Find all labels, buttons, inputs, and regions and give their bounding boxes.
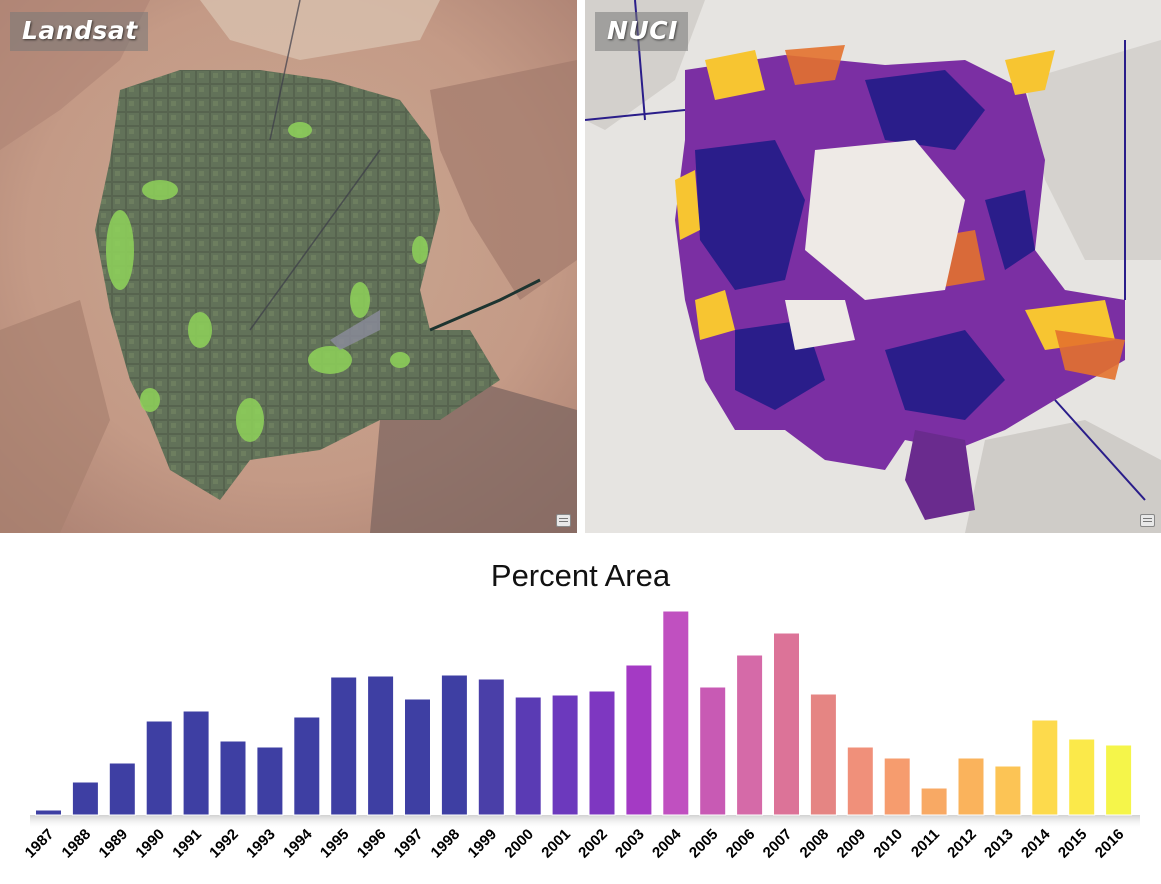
layers-icon — [1140, 514, 1155, 527]
x-tick-label: 2015 — [1055, 826, 1091, 862]
bar-2014 — [1031, 719, 1059, 816]
x-tick-label: 2002 — [575, 826, 611, 862]
bar-1988 — [71, 781, 99, 816]
bar-2004 — [662, 610, 690, 816]
x-tick-label: 2011 — [908, 826, 943, 861]
bar-2001 — [551, 694, 579, 816]
landsat-label: Landsat — [10, 12, 148, 51]
bar-1999 — [477, 678, 505, 816]
bar-2008 — [809, 693, 837, 816]
x-tick-label: 1991 — [169, 826, 205, 862]
x-tick-label: 1989 — [96, 826, 132, 862]
bar-1995 — [330, 676, 358, 816]
chart-title: Percent Area — [490, 558, 671, 593]
x-tick-label: 2004 — [649, 825, 685, 861]
x-tick-label: 2016 — [1092, 826, 1128, 862]
bar-1996 — [367, 675, 395, 816]
nuci-map-image — [585, 0, 1161, 533]
bar-2006 — [736, 654, 764, 816]
x-tick-label: 1992 — [206, 826, 242, 862]
bar-1994 — [293, 716, 321, 816]
chart-floor-shadow — [30, 815, 1140, 829]
bar-1991 — [182, 710, 210, 816]
bar-1987 — [35, 809, 62, 816]
x-tick-label: 2009 — [834, 826, 870, 862]
x-tick-label: 2003 — [612, 826, 648, 862]
bar-2002 — [588, 690, 616, 816]
x-tick-label: 1990 — [132, 826, 168, 862]
bar-1990 — [145, 720, 173, 816]
x-tick-label: 1988 — [59, 826, 95, 862]
bar-2015 — [1068, 738, 1096, 816]
x-tick-label: 2013 — [981, 826, 1017, 862]
bar-2011 — [920, 787, 948, 816]
bar-2003 — [625, 664, 653, 816]
landsat-satellite-image — [0, 0, 577, 533]
bar-2010 — [883, 757, 911, 816]
bar-1989 — [108, 762, 136, 816]
x-tick-label: 1999 — [465, 826, 501, 862]
x-tick-label: 2008 — [797, 826, 833, 862]
x-tick-label: 1996 — [354, 826, 390, 862]
layers-icon — [556, 514, 571, 527]
x-tick-label: 1987 — [22, 826, 58, 862]
x-tick-label: 2007 — [760, 826, 796, 862]
nuci-image-panel: NUCI — [585, 0, 1161, 533]
bar-2016 — [1105, 744, 1133, 816]
landsat-image-panel: Landsat — [0, 0, 577, 533]
x-tick-label: 1995 — [317, 826, 353, 862]
bar-1998 — [440, 674, 468, 816]
x-tick-label: 2005 — [686, 826, 722, 862]
x-tick-label: 1993 — [243, 826, 279, 862]
percent-area-bar-chart: 1987 1988 1989 1990 1991 1992 1993 1994 1995 1996… — [22, 610, 1140, 862]
bar-1992 — [219, 740, 247, 816]
x-tick-label: 2014 — [1018, 825, 1054, 861]
bar-2009 — [846, 746, 874, 816]
bar-2000 — [514, 696, 542, 816]
x-tick-label: 1998 — [428, 826, 464, 862]
bar-1997 — [404, 698, 431, 816]
x-tick-label: 2001 — [538, 826, 574, 862]
bar-2007 — [773, 632, 800, 816]
bar-2005 — [699, 686, 727, 816]
x-tick-label: 1994 — [280, 825, 316, 861]
x-tick-label: 2010 — [870, 826, 906, 862]
x-tick-label: 2012 — [944, 826, 980, 862]
x-tick-label: 2000 — [501, 826, 537, 862]
bar-2012 — [957, 757, 985, 816]
bar-2013 — [994, 765, 1022, 816]
x-tick-label: 1997 — [391, 826, 427, 862]
nuci-label: NUCI — [595, 12, 688, 51]
x-tick-label: 2006 — [723, 826, 759, 862]
bar-1993 — [256, 746, 284, 816]
